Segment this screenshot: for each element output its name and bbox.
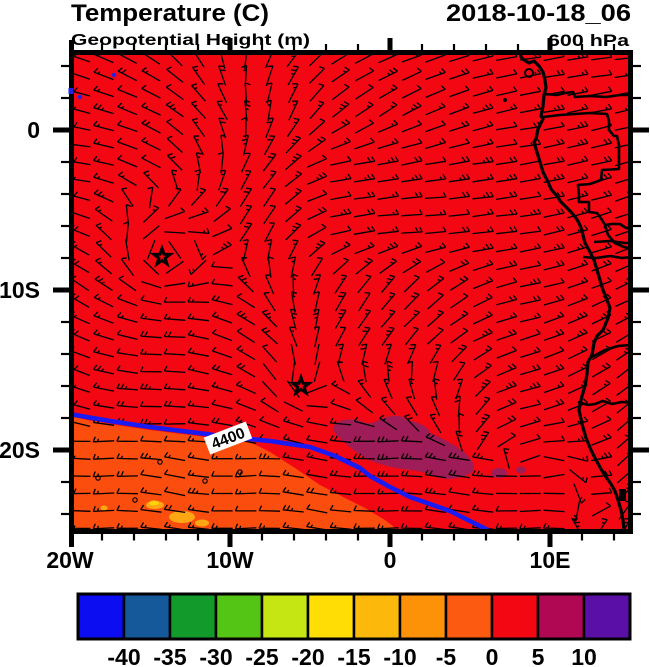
svg-text:5: 5 [532,644,545,667]
svg-text:10E: 10E [530,547,571,573]
svg-text:Geopotential Height (m): Geopotential Height (m) [71,32,310,49]
svg-text:20W: 20W [46,547,94,573]
svg-text:-20: -20 [291,644,324,667]
svg-text:2018-10-18_06: 2018-10-18_06 [446,0,631,27]
svg-text:10: 10 [571,644,597,667]
svg-text:0: 0 [384,547,397,573]
svg-text:-35: -35 [153,644,186,667]
svg-text:-10: -10 [383,644,416,667]
svg-text:0: 0 [27,117,40,143]
svg-text:Temperature (C): Temperature (C) [71,0,269,27]
svg-text:600 hPa: 600 hPa [548,31,630,50]
svg-text:-15: -15 [337,644,370,667]
svg-text:10W: 10W [206,547,254,573]
svg-text:0: 0 [486,644,499,667]
svg-text:-40: -40 [107,644,140,667]
svg-text:-5: -5 [436,644,457,667]
svg-text:-25: -25 [245,644,278,667]
svg-text:20S: 20S [0,437,40,463]
svg-text:10S: 10S [0,277,40,303]
svg-text:-30: -30 [199,644,232,667]
